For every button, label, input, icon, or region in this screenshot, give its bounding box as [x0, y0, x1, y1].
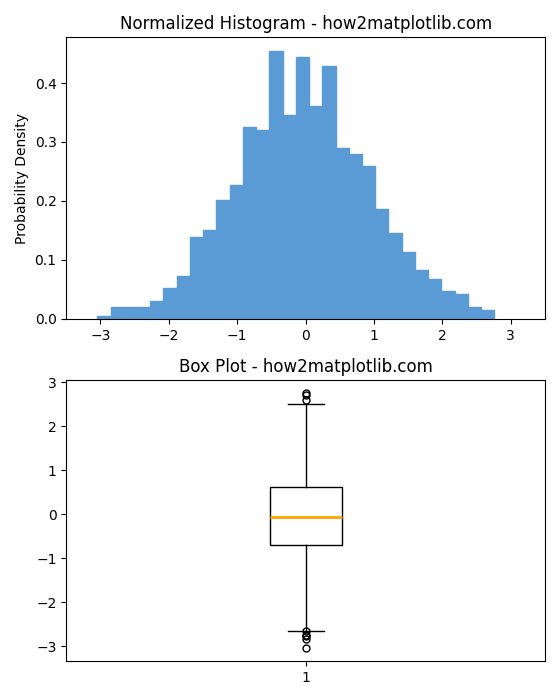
Bar	[216, 200, 230, 318]
Bar	[203, 230, 216, 318]
Bar	[415, 270, 428, 318]
Bar	[190, 237, 203, 318]
Bar	[468, 307, 481, 319]
Bar	[441, 291, 455, 318]
Bar	[164, 288, 177, 318]
Bar	[283, 115, 296, 318]
Bar	[150, 300, 164, 318]
Title: Box Plot - how2matplotlib.com: Box Plot - how2matplotlib.com	[179, 358, 432, 375]
Bar	[137, 307, 150, 319]
Bar	[323, 66, 335, 318]
Title: Normalized Histogram - how2matplotlib.com: Normalized Histogram - how2matplotlib.co…	[119, 15, 492, 33]
Bar	[243, 127, 256, 318]
PathPatch shape	[270, 487, 342, 545]
Bar	[97, 316, 110, 318]
Bar	[296, 57, 309, 318]
Bar	[349, 154, 362, 318]
Bar	[269, 50, 283, 318]
Bar	[375, 209, 389, 318]
Bar	[309, 106, 323, 319]
Bar	[110, 307, 124, 319]
Bar	[230, 185, 243, 318]
Bar	[362, 167, 375, 318]
Bar	[124, 307, 137, 319]
Bar	[428, 279, 441, 318]
Bar	[335, 148, 349, 318]
Bar	[177, 276, 190, 318]
Bar	[256, 130, 269, 318]
Bar	[389, 234, 402, 318]
Bar	[455, 295, 468, 318]
Bar	[402, 252, 415, 318]
Bar	[481, 309, 494, 318]
Y-axis label: Probability Density: Probability Density	[15, 113, 29, 244]
